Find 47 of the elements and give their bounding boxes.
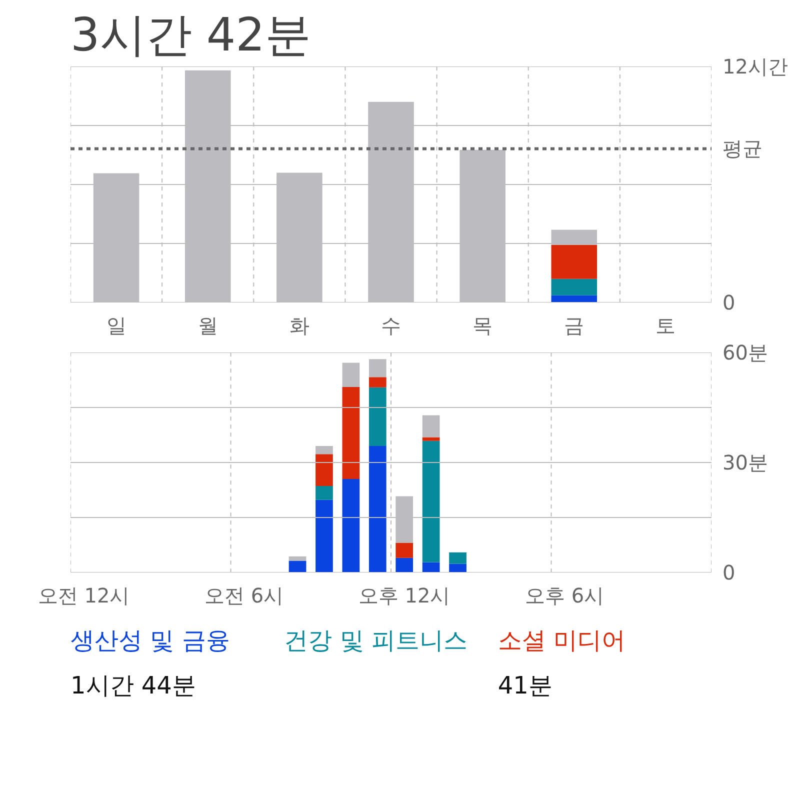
bar (288, 560, 306, 572)
x-tick-label: 오전 6시 (204, 584, 284, 608)
x-tick-label: 수 (381, 314, 401, 338)
bar (342, 362, 360, 387)
bar (368, 377, 386, 388)
chart-title: 3시간 42분 (70, 8, 311, 62)
bar (551, 244, 598, 279)
bar (342, 386, 360, 479)
bar (288, 556, 306, 561)
bar (396, 542, 414, 558)
bar (396, 558, 414, 572)
bar (368, 387, 386, 446)
text: 건강 및 피트니스 (284, 626, 468, 654)
bar (449, 564, 466, 572)
bar (551, 295, 598, 302)
x-tick-label: 오전 12시 (38, 584, 130, 608)
ref-line-label: 평균 (722, 136, 762, 161)
x-tick-label: 목 (472, 314, 493, 338)
bar (551, 278, 598, 296)
bar (368, 359, 386, 378)
bar (422, 415, 440, 438)
x-tick-label: 금 (564, 314, 584, 338)
x-tick-label: 오후 6시 (525, 584, 604, 608)
bar (449, 552, 466, 564)
bar (342, 479, 360, 572)
y-tick-label: 30분 (722, 450, 768, 474)
y-tick-label: 60분 (722, 340, 768, 364)
bar (422, 562, 440, 572)
bar (316, 454, 333, 486)
text: 생산성 및 금융 (70, 626, 230, 654)
bar (316, 446, 333, 454)
bar (422, 437, 440, 441)
text: 41분 (498, 672, 552, 700)
bar (316, 486, 333, 500)
x-tick-label: 화 (289, 314, 310, 338)
y-tick-label: 0 (722, 290, 736, 314)
y-tick-label: 12시간 (722, 54, 788, 78)
x-tick-label: 오후 12시 (358, 584, 450, 608)
x-tick-label: 일 (106, 314, 126, 338)
bar (316, 500, 333, 572)
text: 소셜 미디어 (498, 626, 626, 654)
text: 1시간 44분 (70, 672, 196, 700)
x-tick-label: 토 (656, 314, 676, 338)
bar (422, 440, 440, 562)
x-tick-label: 월 (198, 314, 218, 338)
y-tick-label: 0 (722, 560, 736, 584)
bar (368, 446, 386, 572)
